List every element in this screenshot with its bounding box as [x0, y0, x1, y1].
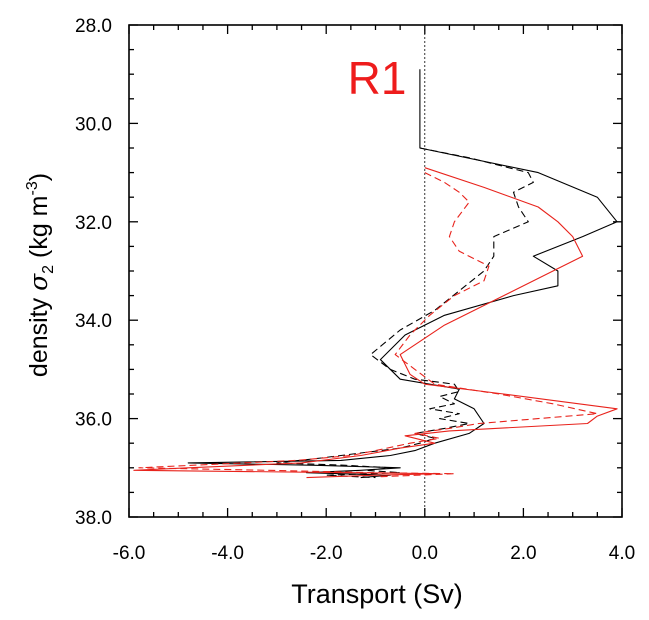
x-axis: -6.0 -4.0 -2.0 0.0 2.0 4.0	[113, 25, 635, 564]
x-tick-label: 0.0	[412, 543, 438, 564]
y-axis: 28.0 30.0 32.0 34.0 36.0 38.0	[75, 16, 622, 529]
x-tick-label: -2.0	[310, 543, 343, 564]
y-tick-label: 28.0	[75, 16, 112, 37]
x-tick-label: 2.0	[510, 543, 536, 564]
y-label-sigma: σ	[24, 273, 53, 291]
chart-title: R1	[348, 52, 407, 104]
y-axis-label: density σ2 (kg m-3)	[24, 173, 57, 377]
y-label-exponent: -3	[24, 181, 41, 195]
series-line-3	[133, 167, 618, 479]
y-label-close: )	[25, 173, 53, 181]
y-tick-label: 32.0	[75, 213, 112, 234]
series-line-4	[138, 172, 598, 478]
y-label-prefix: density	[25, 291, 53, 377]
x-axis-label: Transport (Sv)	[291, 579, 463, 609]
series-line-2	[276, 147, 534, 479]
y-label-subscript: 2	[40, 265, 57, 274]
y-label-units: (kg m	[25, 195, 53, 264]
series-group	[133, 69, 618, 479]
y-tick-label: 30.0	[75, 114, 112, 135]
x-tick-label: 4.0	[609, 543, 635, 564]
y-tick-label: 34.0	[75, 311, 112, 332]
series-line-1	[187, 69, 618, 479]
y-tick-label: 36.0	[75, 410, 112, 431]
x-tick-label: -6.0	[113, 543, 146, 564]
x-tick-label: -4.0	[211, 543, 244, 564]
y-tick-label: 38.0	[75, 508, 112, 529]
